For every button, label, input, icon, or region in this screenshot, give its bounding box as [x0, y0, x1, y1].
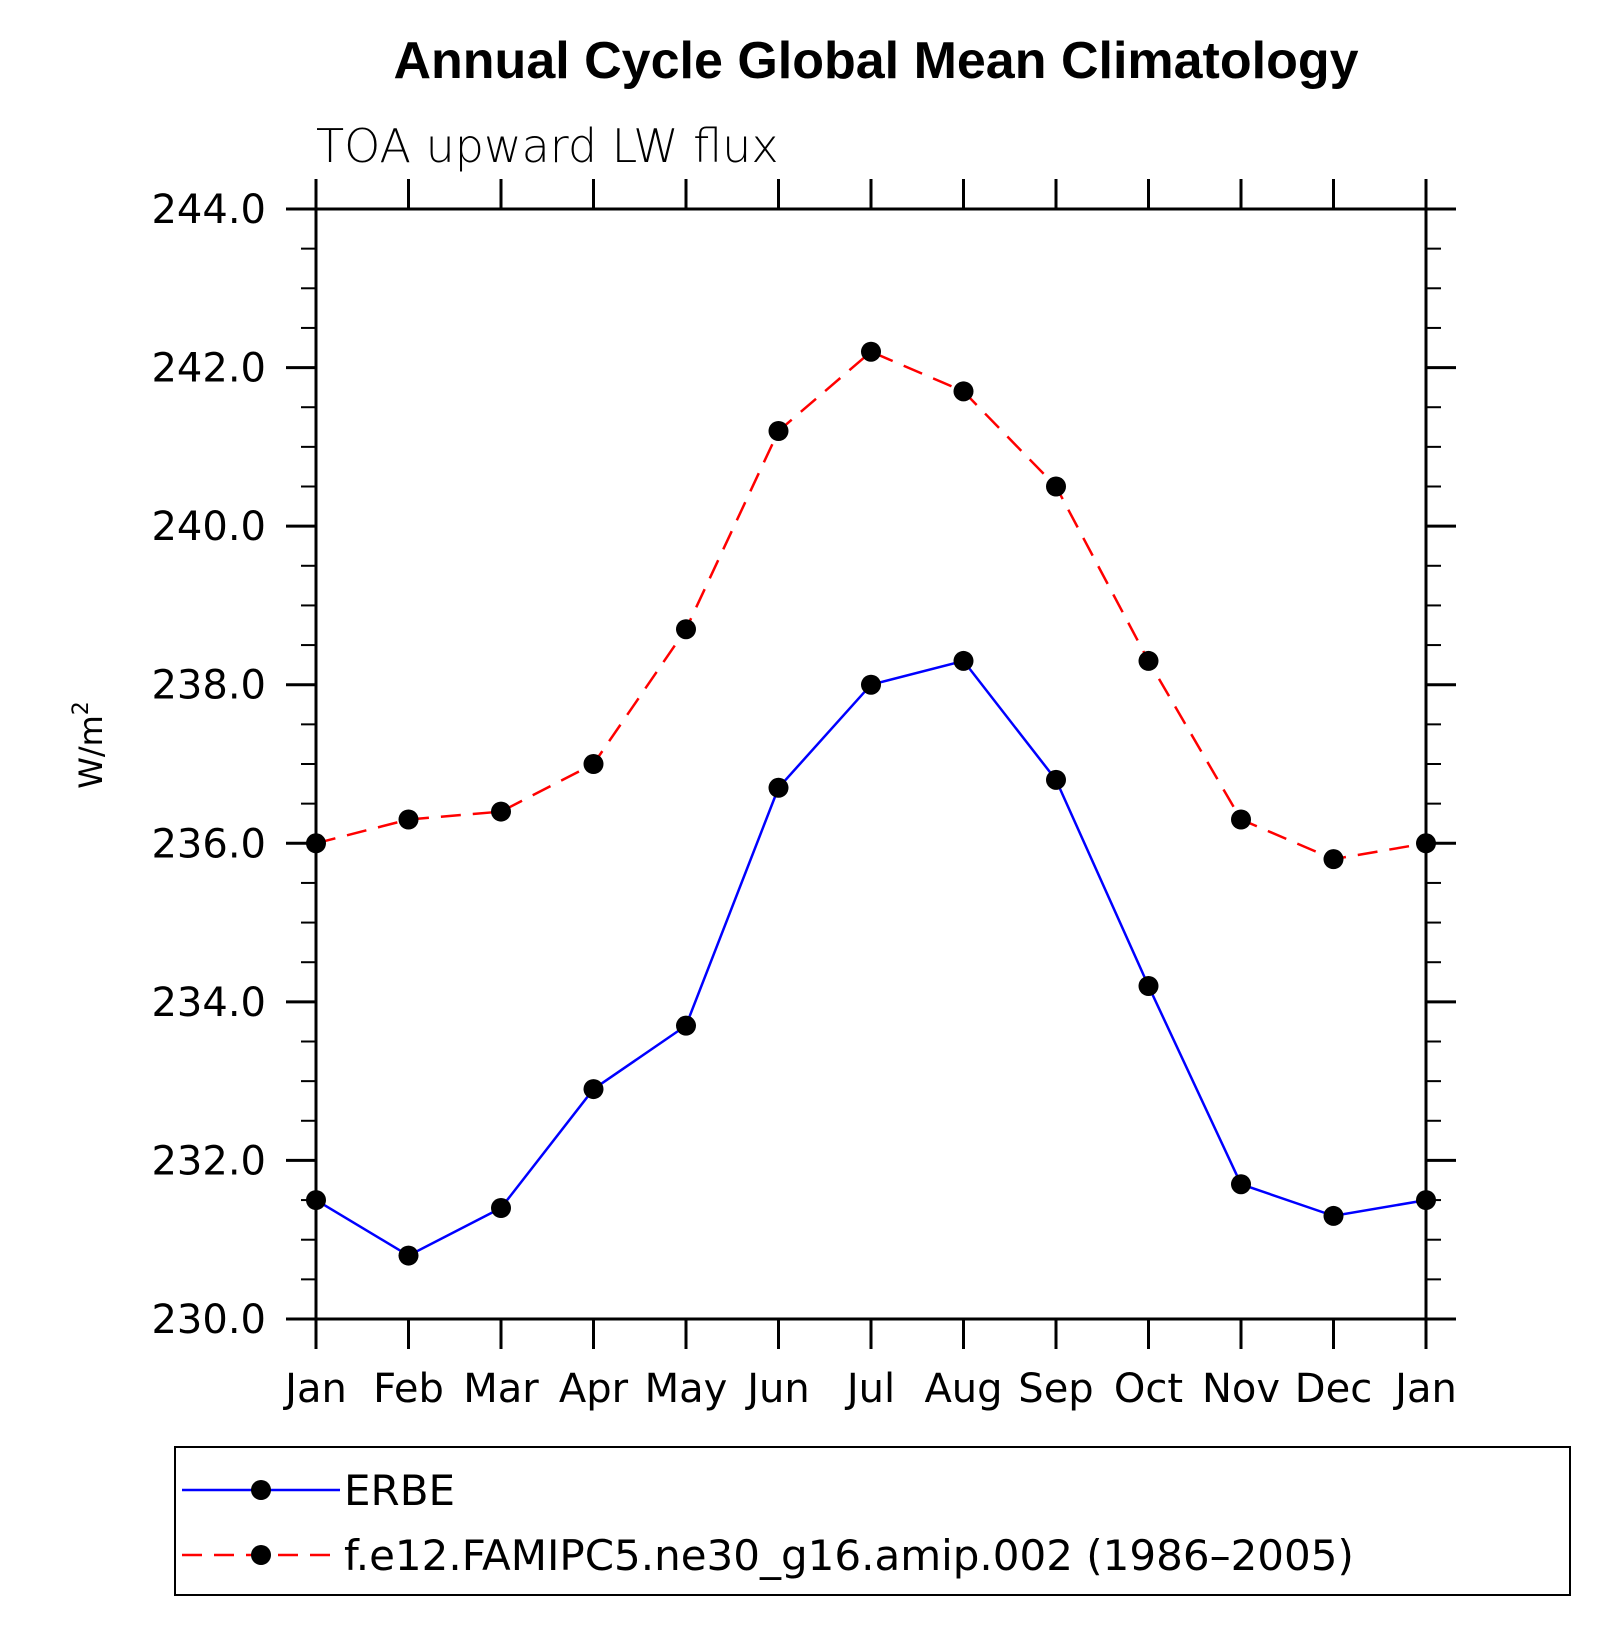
series-2-point [1323, 849, 1344, 870]
series-1-point [1416, 1190, 1436, 1211]
y-tick-label: 238.0 [151, 663, 266, 709]
series-2-point [953, 381, 974, 402]
series-layer [306, 341, 1436, 1266]
y-tick-label: 234.0 [151, 980, 266, 1026]
x-tick-label: Sep [1018, 1366, 1093, 1412]
x-tick-label: Jan [282, 1366, 347, 1412]
series-1-point [953, 650, 974, 671]
y-axis-label: W/m2 [69, 701, 110, 789]
x-tick-label: Aug [924, 1366, 1002, 1412]
series-1-point [583, 1079, 604, 1100]
y-tick-label: 242.0 [151, 346, 266, 392]
legend-marker-1 [251, 1480, 271, 1500]
series-2-point [491, 801, 511, 822]
axes: 230.0 232.0 234.0 236.0 238.0 240.0 242.0 244.0… [151, 179, 1457, 1412]
series-2-point [1416, 833, 1436, 854]
series-2-point [398, 809, 419, 830]
x-tick-label: Jun [744, 1366, 810, 1412]
series-1-point [398, 1245, 419, 1266]
x-tick-label: Jul [844, 1366, 895, 1412]
series-2-point [1231, 809, 1251, 830]
series-1-point [491, 1198, 511, 1218]
chart-subtitle: TOA upward LW flux [316, 119, 779, 173]
y-tick-label: 244.0 [151, 187, 266, 233]
y-tick-label: 240.0 [151, 504, 266, 550]
y-axis-label-group: W/m2 [69, 701, 110, 789]
y-tick-label: 232.0 [151, 1138, 266, 1184]
y-tick-label: 230.0 [151, 1297, 266, 1343]
series-1-point [768, 777, 789, 798]
x-tick-label: Oct [1114, 1366, 1183, 1412]
y-tick-label: 236.0 [151, 821, 266, 867]
plot-frame [314, 207, 1428, 1321]
series-1-point [1231, 1174, 1251, 1195]
series-2-point [306, 833, 326, 854]
x-tick-label: Dec [1295, 1366, 1372, 1412]
legend: ERBE f.e12.FAMIPC5.ne30_g16.amip.002 (198… [174, 1446, 1571, 1596]
x-tick-label: May [645, 1366, 728, 1412]
x-tick-label: Nov [1202, 1366, 1280, 1412]
x-tick-label: Apr [559, 1366, 629, 1412]
series-2-point [583, 754, 604, 774]
x-tick-label: Feb [373, 1366, 444, 1412]
x-tick-label: Jan [1392, 1366, 1457, 1412]
series-1-point [1138, 976, 1159, 996]
series-2-point [861, 341, 881, 362]
y-axis-label-superscript: 2 [69, 701, 94, 715]
series-1-point [1323, 1205, 1344, 1226]
series-2-point [768, 421, 789, 441]
series-2-point [1046, 476, 1066, 497]
legend-box [174, 1446, 1571, 1596]
legend-label-1: ERBE [344, 1466, 455, 1515]
y-axis-label-unit: W/m [72, 715, 110, 789]
x-tick-label: Mar [463, 1366, 539, 1412]
series-line-1 [315, 659, 1427, 1258]
series-line-2 [315, 350, 1427, 861]
series-1-point [676, 1015, 696, 1036]
series-1-point [1046, 769, 1066, 790]
legend-marker-2 [251, 1545, 271, 1565]
chart-title: Annual Cycle Global Mean Climatology [393, 32, 1358, 90]
series-2-point [1138, 650, 1159, 671]
series-1-point [861, 674, 881, 695]
series-2-point [676, 619, 696, 640]
series-1-point [306, 1190, 326, 1211]
legend-label-2: f.e12.FAMIPC5.ne30_g16.amip.002 (1986–20… [344, 1531, 1354, 1580]
